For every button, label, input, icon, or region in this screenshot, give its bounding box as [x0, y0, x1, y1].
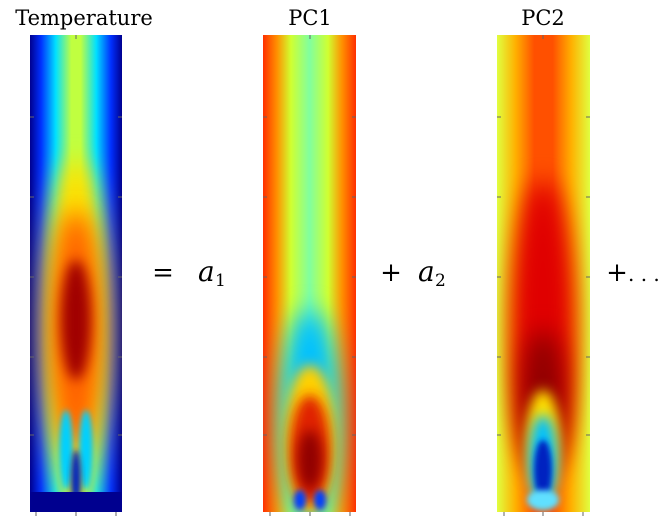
panel-title: Temperature	[15, 6, 153, 30]
pc1-map	[263, 35, 356, 512]
subscript: 1	[215, 271, 226, 291]
panel-title: PC1	[288, 6, 332, 30]
ticks	[30, 35, 590, 516]
coefficient: a	[198, 255, 215, 288]
coefficient: a	[418, 255, 435, 288]
temperature-map	[30, 35, 122, 512]
pc2-map	[497, 35, 590, 512]
subscript: 2	[435, 271, 446, 291]
panel-title: PC2	[521, 6, 565, 30]
operator: +	[606, 258, 628, 288]
operator: =	[152, 258, 174, 288]
ellipsis: . . .	[628, 262, 660, 286]
operator: +	[380, 258, 402, 288]
